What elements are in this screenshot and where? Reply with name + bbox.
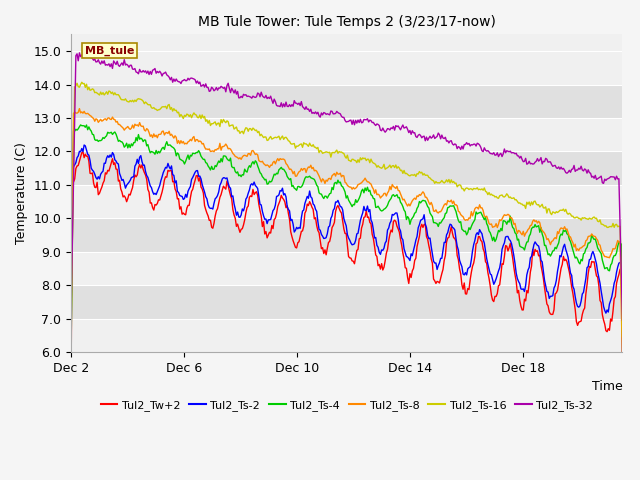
Legend: Tul2_Tw+2, Tul2_Ts-2, Tul2_Ts-4, Tul2_Ts-8, Tul2_Ts-16, Tul2_Ts-32: Tul2_Tw+2, Tul2_Ts-2, Tul2_Ts-4, Tul2_Ts… <box>96 396 597 416</box>
X-axis label: Time: Time <box>592 380 623 394</box>
Bar <box>71 285 623 319</box>
Y-axis label: Temperature (C): Temperature (C) <box>15 142 28 244</box>
Title: MB Tule Tower: Tule Temps 2 (3/23/17-now): MB Tule Tower: Tule Temps 2 (3/23/17-now… <box>198 15 496 29</box>
Bar <box>71 185 623 218</box>
Text: MB_tule: MB_tule <box>85 46 134 56</box>
Bar <box>71 118 623 151</box>
Bar <box>71 218 623 252</box>
Bar <box>71 319 623 352</box>
Bar <box>71 51 623 84</box>
Bar <box>71 151 623 185</box>
Bar <box>71 84 623 118</box>
Bar <box>71 252 623 285</box>
